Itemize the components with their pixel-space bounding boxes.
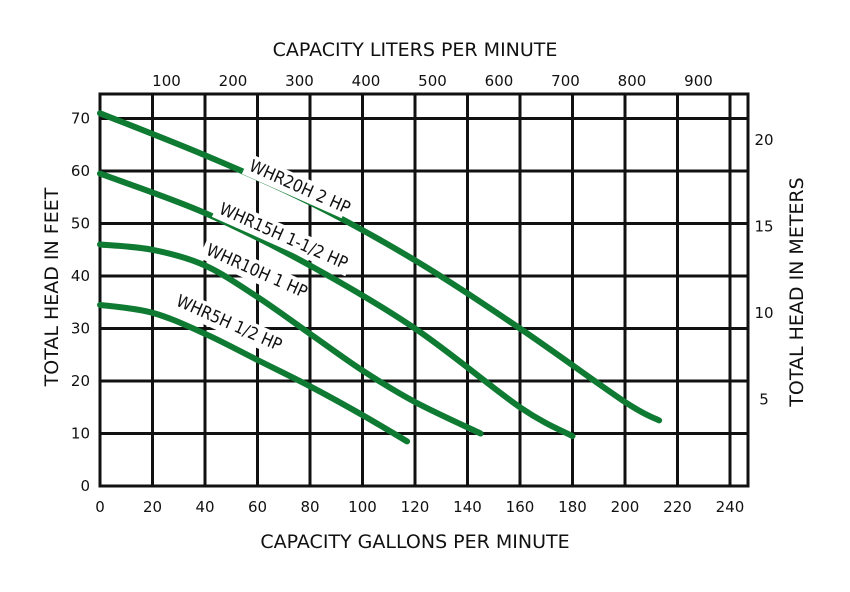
x-tick-label: 240 bbox=[716, 498, 745, 516]
y2-tick-label: 20 bbox=[754, 131, 773, 149]
series-line-1 bbox=[97, 110, 663, 424]
y-tick-label: 30 bbox=[71, 320, 90, 338]
plot-frame bbox=[98, 92, 750, 488]
series-line-3 bbox=[97, 241, 484, 437]
y2-tick-label: 10 bbox=[754, 304, 773, 322]
x-tick-label: 160 bbox=[506, 498, 535, 516]
y-tick-label: 40 bbox=[71, 267, 90, 285]
x2-tick-label: 700 bbox=[551, 72, 580, 90]
x2-tick-label: 600 bbox=[485, 72, 514, 90]
x2-axis-title: CAPACITY LITERS PER MINUTE bbox=[273, 39, 558, 61]
x-tick-label: 0 bbox=[95, 498, 105, 516]
x-tick-label: 80 bbox=[300, 498, 319, 516]
x2-tick-label: 800 bbox=[618, 72, 647, 90]
x2-tick-label: 500 bbox=[418, 72, 447, 90]
series-label-backdrop bbox=[198, 237, 308, 303]
x-tick-label: 60 bbox=[248, 498, 267, 516]
x-tick-label: 100 bbox=[348, 498, 377, 516]
series-label-backdrop bbox=[211, 196, 355, 277]
axis-ticks: 0 20 40 60 80 100 120 140 160 180 200 220 240 0 10 20 30… bbox=[71, 72, 774, 516]
x-tick-label: 220 bbox=[663, 498, 692, 516]
y-axis-title: TOTAL HEAD IN FEET bbox=[41, 187, 63, 387]
x-tick-label: 120 bbox=[401, 498, 430, 516]
x2-tick-label: 200 bbox=[219, 72, 248, 90]
series-label-backdrop bbox=[241, 153, 351, 219]
series-line-2 bbox=[97, 170, 576, 440]
x-tick-label: 200 bbox=[611, 498, 640, 516]
y-tick-label: 50 bbox=[71, 215, 90, 233]
x2-tick-label: 300 bbox=[285, 72, 314, 90]
chart-grid bbox=[98, 92, 750, 488]
x2-tick-label: 100 bbox=[152, 72, 181, 90]
x-tick-label: 180 bbox=[558, 498, 587, 516]
x-tick-label: 40 bbox=[195, 498, 214, 516]
y2-axis-title: TOTAL HEAD IN METERS bbox=[786, 177, 808, 407]
y2-tick-label: 15 bbox=[754, 218, 773, 236]
x2-tick-label: 900 bbox=[684, 72, 713, 90]
series-label-backdrop bbox=[168, 288, 287, 358]
y-tick-label: 0 bbox=[80, 477, 90, 495]
y-tick-label: 60 bbox=[71, 162, 90, 180]
x-tick-label: 140 bbox=[453, 498, 482, 516]
y-tick-label: 10 bbox=[71, 425, 90, 443]
x-axis-title: CAPACITY GALLONS PER MINUTE bbox=[260, 531, 569, 553]
series-label-1: WHR20H 2 HP bbox=[246, 156, 353, 218]
x2-tick-label: 400 bbox=[352, 72, 381, 90]
y-tick-label: 70 bbox=[71, 110, 90, 128]
chart-curves bbox=[97, 110, 663, 445]
y2-tick-label: 5 bbox=[759, 391, 769, 409]
y-tick-label: 20 bbox=[71, 372, 90, 390]
x-tick-label: 20 bbox=[143, 498, 162, 516]
series-line-4 bbox=[97, 301, 411, 445]
